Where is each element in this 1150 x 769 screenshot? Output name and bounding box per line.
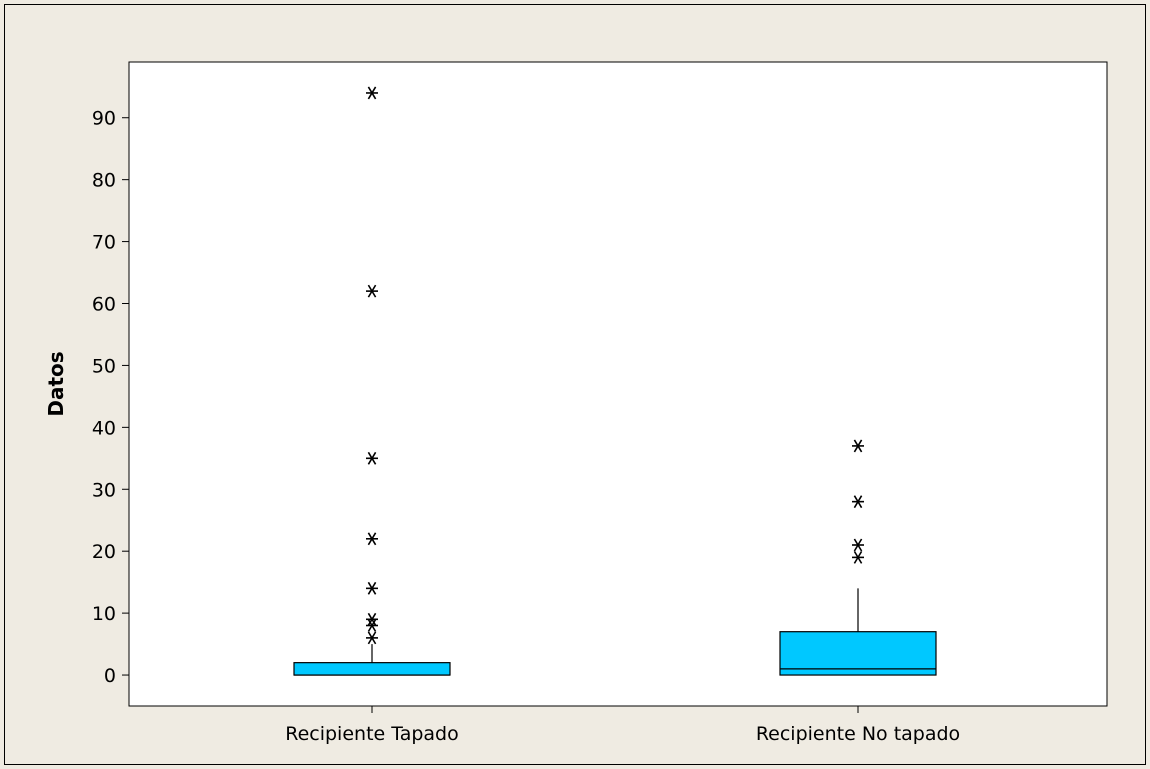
y-tick-label: 70 <box>92 232 116 254</box>
outlier-point <box>366 612 378 626</box>
y-tick-label: 60 <box>92 294 116 316</box>
outlier-stroke <box>853 495 863 509</box>
outlier-point <box>366 284 378 298</box>
y-tick-label: 50 <box>92 355 116 377</box>
x-category-label: Recipiente No tapado <box>756 723 960 745</box>
chart-frame: 0 10 20 30 40 50 60 70 80 90 Datos Recipiente Tapad… <box>4 4 1146 765</box>
outlier-stroke <box>367 86 377 100</box>
outlier-point <box>852 495 864 509</box>
outlier-stroke <box>853 550 863 564</box>
outlier-stroke <box>367 532 377 546</box>
outlier-stroke <box>367 631 377 645</box>
y-tick-label: 80 <box>92 170 116 192</box>
outlier-point <box>852 439 864 453</box>
outlier-stroke <box>367 619 377 632</box>
outlier-stroke <box>367 284 377 298</box>
outlier-point <box>366 532 378 546</box>
outlier-point <box>366 451 378 465</box>
y-tick-label: 0 <box>104 665 116 687</box>
y-tick-label: 90 <box>92 108 116 130</box>
outlier-stroke <box>367 612 377 626</box>
outlier-stroke <box>367 451 377 465</box>
box <box>293 662 451 676</box>
outlier-stroke <box>853 439 863 453</box>
outlier-point <box>366 619 378 632</box>
boxplot-chart: 0 10 20 30 40 50 60 70 80 90 Datos Recipiente Tapad… <box>44 61 1108 745</box>
y-tick-label: 30 <box>92 479 116 501</box>
outlier-point <box>366 631 378 645</box>
outlier-point <box>366 581 378 595</box>
box <box>779 631 937 676</box>
y-tick-label: 10 <box>92 603 116 625</box>
plot-area <box>128 61 1108 707</box>
outlier-stroke <box>853 538 863 552</box>
y-tick-label: 40 <box>92 417 116 439</box>
outlier-stroke <box>367 581 377 595</box>
outlier-point <box>366 86 378 100</box>
outlier-point <box>852 538 864 552</box>
y-axis-label: Datos <box>44 351 68 416</box>
x-category-label: Recipiente Tapado <box>285 723 459 745</box>
outlier-point <box>852 550 864 564</box>
y-tick-label: 20 <box>92 541 116 563</box>
